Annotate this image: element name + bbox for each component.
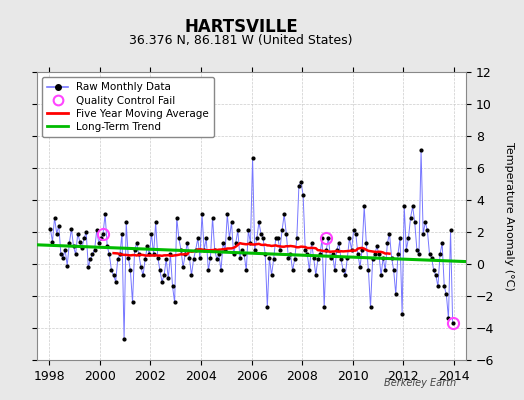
Text: 36.376 N, 86.181 W (United States): 36.376 N, 86.181 W (United States) (129, 34, 353, 47)
Text: Berkeley Earth: Berkeley Earth (384, 378, 456, 388)
Text: HARTSVILLE: HARTSVILLE (184, 18, 298, 36)
Legend: Raw Monthly Data, Quality Control Fail, Five Year Moving Average, Long-Term Tren: Raw Monthly Data, Quality Control Fail, … (42, 77, 214, 137)
Y-axis label: Temperature Anomaly (°C): Temperature Anomaly (°C) (504, 142, 514, 290)
